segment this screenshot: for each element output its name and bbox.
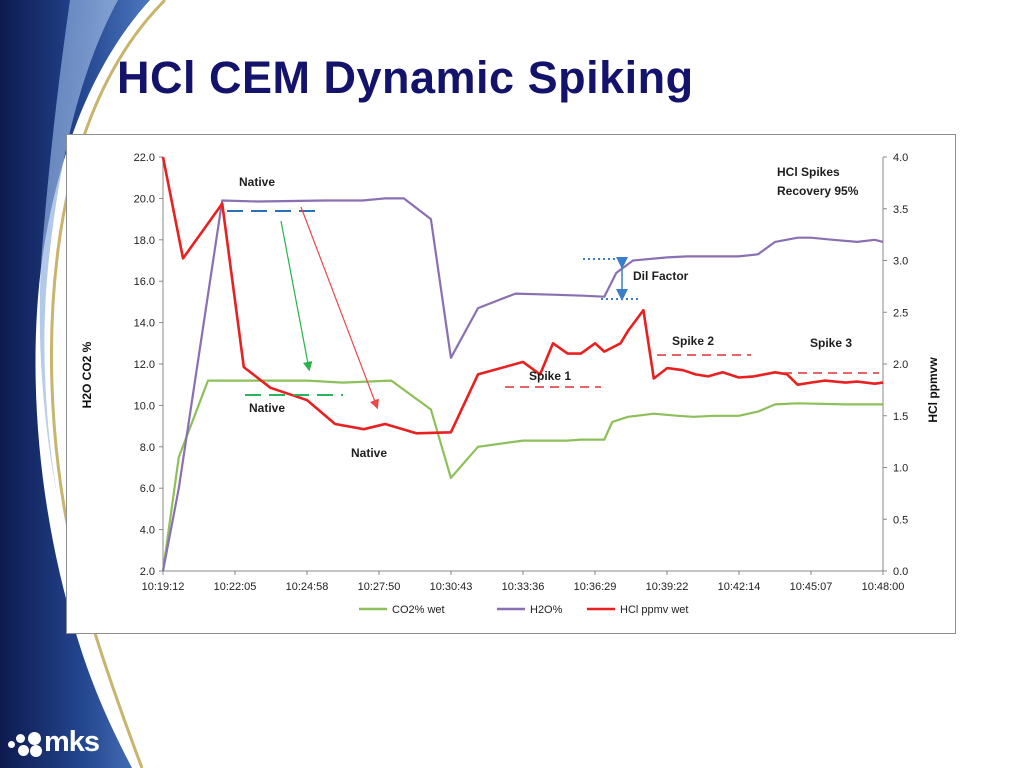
mks-logo: mks bbox=[8, 726, 118, 762]
y-right-tick-label: 3.0 bbox=[893, 256, 908, 268]
series-line-1 bbox=[161, 379, 883, 572]
x-tick-label: 10:30:43 bbox=[430, 581, 473, 593]
annotation-dil-factor: Dil Factor bbox=[633, 269, 689, 283]
y-left-tick-label: 22.0 bbox=[134, 152, 155, 164]
y-right-tick-label: 2.0 bbox=[893, 359, 908, 371]
y-right-tick-label: 0.0 bbox=[893, 566, 908, 578]
logo-dot-2 bbox=[16, 734, 25, 743]
annotation-native-mid: Native bbox=[351, 446, 387, 460]
y-left-tick-label: 12.0 bbox=[134, 359, 155, 371]
series-line-2 bbox=[161, 197, 884, 572]
y-right-tick-label: 2.5 bbox=[893, 307, 908, 319]
annotation-spike1: Spike 1 bbox=[529, 369, 571, 383]
y-left-tick-label: 18.0 bbox=[134, 235, 155, 247]
annotation-native-left: Native bbox=[249, 401, 285, 415]
x-tick-label: 10:24:58 bbox=[286, 581, 329, 593]
legend-label: HCl ppmv wet bbox=[620, 604, 688, 616]
annotation-spike2: Spike 2 bbox=[672, 334, 714, 348]
y-right-tick-label: 3.5 bbox=[893, 204, 908, 216]
native-red-arrow bbox=[300, 206, 379, 410]
y-left-tick-label: 20.0 bbox=[134, 193, 155, 205]
y-left-tick-label: 16.0 bbox=[134, 276, 155, 288]
y-right-tick-label: 4.0 bbox=[893, 152, 908, 164]
y-right-tick-label: 0.5 bbox=[893, 514, 908, 526]
annotation-recovery-line1: HCl Spikes bbox=[777, 165, 840, 179]
x-axis-ticks: 10:19:12 10:22:05 10:24:58 10:27:50 10:30:43… bbox=[142, 571, 905, 593]
series-lines bbox=[161, 156, 884, 572]
y-axis-left-title: H2O CO2 % bbox=[80, 341, 94, 408]
logo-dot-3 bbox=[18, 745, 29, 756]
logo-text: mks bbox=[44, 726, 100, 758]
x-tick-label: 10:48:00 bbox=[862, 581, 905, 593]
logo-dot-1 bbox=[8, 741, 15, 748]
x-tick-label: 10:27:50 bbox=[358, 581, 401, 593]
swoosh-light bbox=[39, 0, 119, 500]
y-left-tick-label: 6.0 bbox=[140, 483, 155, 495]
x-tick-label: 10:19:12 bbox=[142, 581, 185, 593]
chart-legend: CO2% wet H2O% HCl ppmv wet bbox=[359, 604, 688, 616]
native-green-arrow bbox=[280, 220, 313, 372]
chart-svg: 2.0 4.0 6.0 8.0 10.0 12.0 14.0 16.0 18.0 20.0 22.0… bbox=[80, 152, 940, 616]
slide-title: HCl CEM Dynamic Spiking bbox=[117, 52, 694, 103]
x-tick-label: 10:36:29 bbox=[574, 581, 617, 593]
y-left-tick-label: 8.0 bbox=[140, 442, 155, 454]
annotation-spike3: Spike 3 bbox=[810, 336, 852, 350]
x-tick-label: 10:45:07 bbox=[790, 581, 833, 593]
swoosh-gold-arc bbox=[50, 0, 167, 768]
y-right-tick-label: 1.5 bbox=[893, 411, 908, 423]
chart-frame: 2.0 4.0 6.0 8.0 10.0 12.0 14.0 16.0 18.0 20.0 22.0… bbox=[66, 134, 956, 634]
x-tick-label: 10:22:05 bbox=[214, 581, 257, 593]
x-tick-label: 10:42:14 bbox=[718, 581, 761, 593]
series-line-3 bbox=[161, 156, 884, 435]
y-left-tick-label: 2.0 bbox=[140, 566, 155, 578]
legend-label: CO2% wet bbox=[392, 604, 445, 616]
y-left-tick-label: 10.0 bbox=[134, 400, 155, 412]
annotation-recovery-line2: Recovery 95% bbox=[777, 184, 859, 198]
swoosh-dark bbox=[0, 0, 150, 768]
x-tick-label: 10:39:22 bbox=[646, 581, 689, 593]
logo-dot-4 bbox=[28, 732, 41, 745]
y-axis-left-ticks: 2.0 4.0 6.0 8.0 10.0 12.0 14.0 16.0 18.0 20.0 22.0 bbox=[134, 152, 163, 578]
legend-label: H2O% bbox=[530, 604, 563, 616]
y-axis-right-title: HCl ppmvw bbox=[926, 357, 940, 423]
annotation-native-top: Native bbox=[239, 175, 275, 189]
y-left-tick-label: 4.0 bbox=[140, 525, 155, 537]
y-axis-right-ticks: 0.0 0.5 1.0 1.5 2.0 2.5 3.0 3.5 4.0 bbox=[883, 152, 908, 578]
logo-dot-5 bbox=[30, 745, 42, 757]
y-left-tick-label: 14.0 bbox=[134, 318, 155, 330]
x-tick-label: 10:33:36 bbox=[502, 581, 545, 593]
y-right-tick-label: 1.0 bbox=[893, 463, 908, 475]
